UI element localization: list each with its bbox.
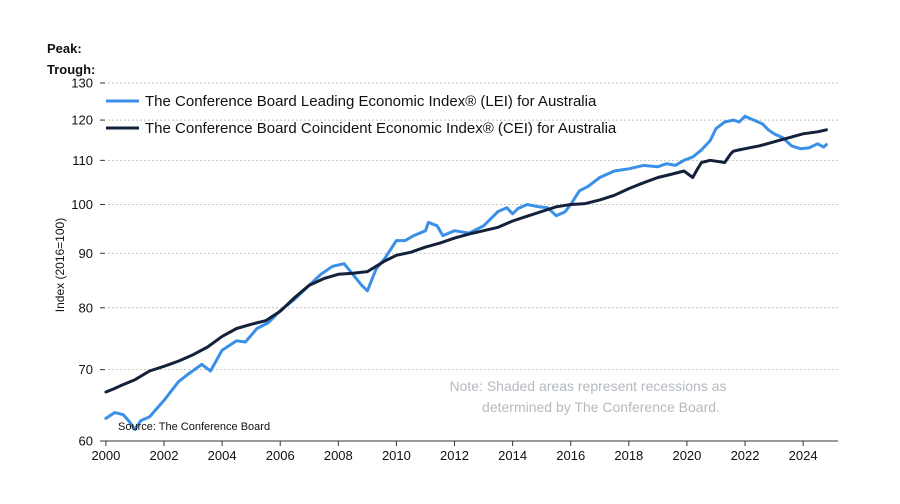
x-tick-label: 2014 — [498, 448, 527, 463]
x-tick-label: 2022 — [731, 448, 760, 463]
x-axis: 2000 2002 2004 2006 2008 2010 2012 2014 2016 2018… — [91, 440, 838, 463]
y-tick-label: 100 — [71, 197, 93, 212]
legend: The Conference Board Leading Economic In… — [106, 93, 617, 137]
source-text: Source: The Conference Board — [118, 421, 270, 433]
cei-series-line — [104, 128, 828, 394]
x-tick-label: 2012 — [440, 448, 469, 463]
x-tick-label: 2010 — [382, 448, 411, 463]
y-tick-label: 60 — [79, 434, 93, 449]
peak-label: Peak: — [47, 41, 82, 56]
series-lines — [104, 114, 828, 432]
y-tick-label: 120 — [71, 113, 93, 128]
y-tick-label: 70 — [79, 362, 93, 377]
y-axis-label: Index (2016=100) — [53, 218, 67, 312]
y-axis: 60 70 80 90 100 110 120 130 — [71, 76, 105, 449]
x-tick-label: 2018 — [614, 448, 643, 463]
x-tick-label: 2002 — [150, 448, 179, 463]
legend-entry: The Conference Board Leading Economic In… — [145, 93, 597, 110]
lei-series-line — [104, 114, 828, 432]
note-line-1: Note: Shaded areas represent recessions … — [449, 378, 726, 394]
y-tick-label: 80 — [79, 300, 93, 315]
x-tick-label: 2006 — [266, 448, 295, 463]
x-tick-label: 2000 — [91, 448, 120, 463]
y-tick-label: 130 — [71, 76, 93, 91]
gridlines — [108, 82, 838, 371]
x-tick-label: 2008 — [324, 448, 353, 463]
peak-trough-labels: Peak: Trough: — [47, 38, 95, 80]
x-tick-label: 2004 — [208, 448, 237, 463]
x-tick-label: 2020 — [672, 448, 701, 463]
y-tick-label: 90 — [79, 246, 93, 261]
y-tick-label: 110 — [72, 153, 93, 168]
legend-entry: The Conference Board Coincident Economic… — [145, 120, 617, 137]
trough-label: Trough: — [47, 62, 96, 77]
note-line-2: determined by The Conference Board. — [482, 399, 720, 415]
x-tick-label: 2016 — [556, 448, 585, 463]
x-tick-label: 2024 — [789, 448, 818, 463]
